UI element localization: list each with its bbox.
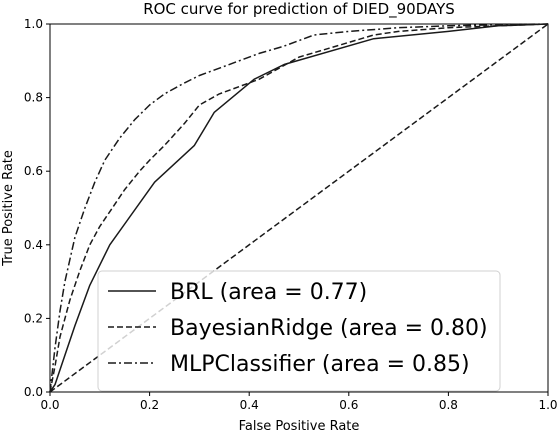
series-line-bayesianridge <box>49 23 549 393</box>
x-tick-label: 0.0 <box>40 398 59 412</box>
legend-label: MLPClassifier (area = 0.85) <box>170 352 470 377</box>
x-axis-label: False Positive Rate <box>239 419 360 433</box>
legend-label: BRL (area = 0.77) <box>170 280 367 305</box>
axis-ticks: 0.0 0.2 0.4 0.6 0.8 1.0 0.0 0.2 0.4 0.6 0.8 1.0 <box>24 17 558 412</box>
plot-frame <box>49 23 549 393</box>
x-tick-label: 0.6 <box>339 398 358 412</box>
y-tick-label: 0.2 <box>24 311 43 325</box>
y-tick-label: 1.0 <box>24 17 43 31</box>
y-tick-label: 0.0 <box>24 385 43 399</box>
x-tick-label: 0.2 <box>140 398 159 412</box>
y-axis-label: True Positive Rate <box>1 150 16 267</box>
legend: BRL (area = 0.77) BayesianRidge (area = 0… <box>97 270 501 392</box>
x-tick-label: 0.4 <box>240 398 259 412</box>
y-tick-label: 0.8 <box>24 91 43 105</box>
x-tick-label: 0.8 <box>439 398 458 412</box>
y-tick-label: 0.4 <box>24 238 43 252</box>
y-tick-label: 0.6 <box>24 164 43 178</box>
legend-label: BayesianRidge (area = 0.80) <box>170 316 488 341</box>
legend-box <box>97 270 501 392</box>
series-line-brl <box>49 23 549 393</box>
series-line-mlpclassifier <box>49 23 549 393</box>
x-tick-label: 1.0 <box>538 398 557 412</box>
chart-title: ROC curve for prediction of DIED_90DAYS <box>143 0 455 19</box>
